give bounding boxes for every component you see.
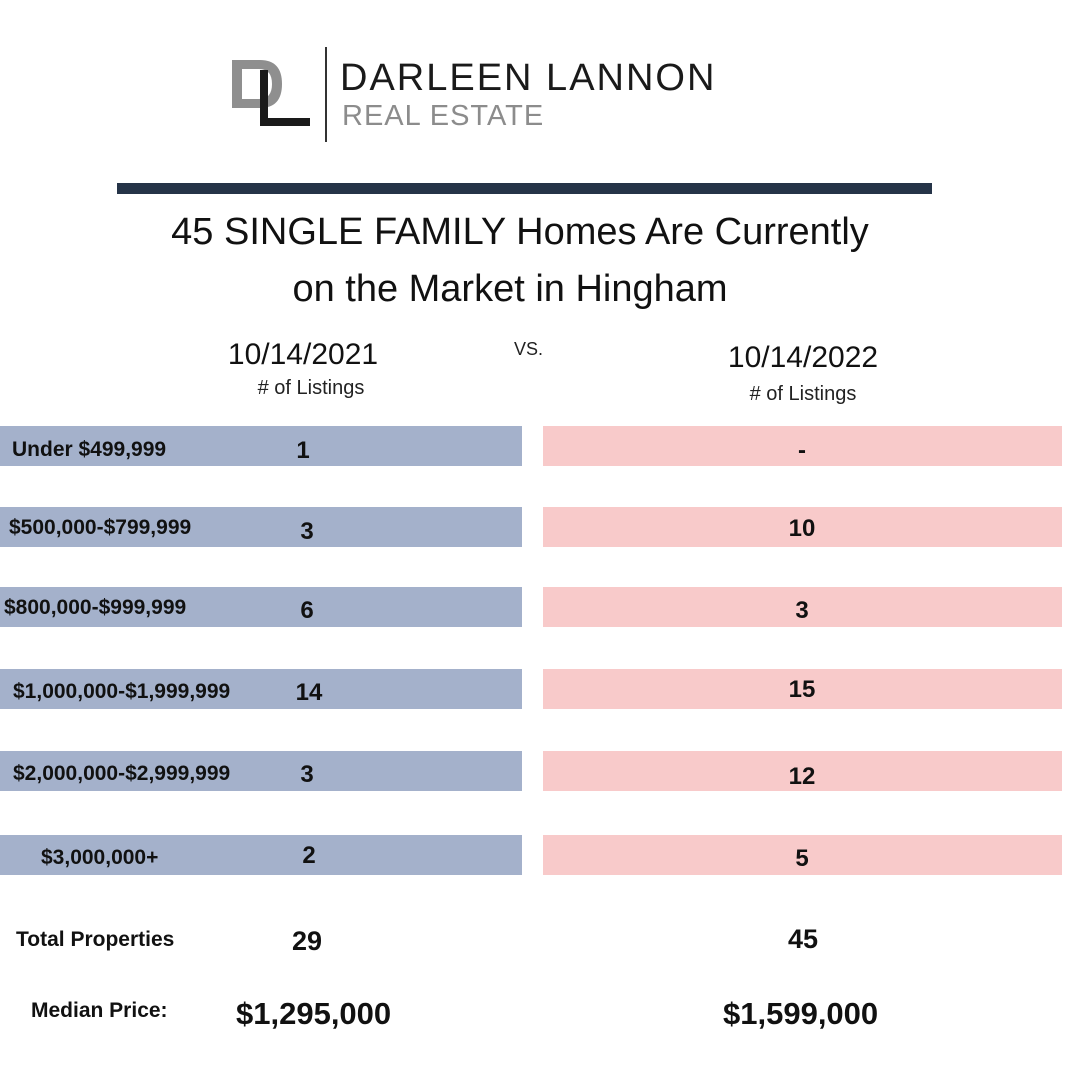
median-price-label: Median Price: [31, 999, 168, 1022]
right-bar [543, 587, 1062, 627]
left-bar [0, 507, 522, 547]
price-range-label: $500,000-$799,999 [9, 516, 192, 539]
price-range-label: $1,000,000-$1,999,999 [13, 680, 231, 703]
total-2022: 45 [787, 924, 819, 954]
left-bar [0, 835, 522, 875]
count-2021: 14 [295, 679, 323, 706]
logo-divider [325, 47, 327, 142]
count-2022: 12 [788, 763, 816, 790]
count-2022: 3 [795, 597, 809, 624]
price-range-label: Under $499,999 [12, 438, 167, 461]
right-bar [543, 507, 1062, 547]
left-date: 10/14/2021 [227, 338, 379, 371]
median-price-2022: $1,599,000 [723, 996, 879, 1031]
count-2021: 3 [300, 761, 314, 788]
left-bar [0, 587, 522, 627]
right-bar [543, 669, 1062, 709]
count-2022: 5 [795, 845, 809, 872]
header-rule [117, 183, 932, 194]
vs-label: VS. [514, 339, 544, 359]
brand-name: DARLEEN LANNON [340, 57, 717, 99]
count-2022: 15 [788, 676, 816, 703]
right-bar [543, 426, 1062, 466]
total-properties-label: Total Properties [16, 928, 175, 951]
price-range-label: $800,000-$999,999 [4, 596, 187, 619]
headline-line-2: on the Market in Hingham [292, 268, 728, 310]
price-range-label: $2,000,000-$2,999,999 [13, 762, 231, 785]
dl-monogram-logo [232, 60, 310, 126]
left-bar [0, 751, 522, 791]
left-bar [0, 669, 522, 709]
left-subtitle: # of Listings [257, 377, 365, 399]
count-2021: 6 [300, 597, 314, 624]
right-subtitle: # of Listings [749, 383, 857, 405]
brand-tagline: REAL ESTATE [342, 100, 545, 132]
median-price-2021: $1,295,000 [236, 996, 392, 1031]
right-bar [543, 751, 1062, 791]
count-2021: 2 [302, 842, 316, 869]
count-2021: 3 [300, 518, 314, 545]
total-2021: 29 [291, 926, 323, 956]
right-bar [543, 835, 1062, 875]
count-2021: 1 [296, 437, 310, 464]
headline-line-1: 45 SINGLE FAMILY Homes Are Currently [171, 211, 869, 253]
price-range-label: $3,000,000+ [41, 846, 159, 869]
right-date: 10/14/2022 [727, 341, 879, 374]
count-2022: - [798, 437, 806, 464]
count-2022: 10 [788, 515, 816, 542]
left-bar [0, 426, 522, 466]
